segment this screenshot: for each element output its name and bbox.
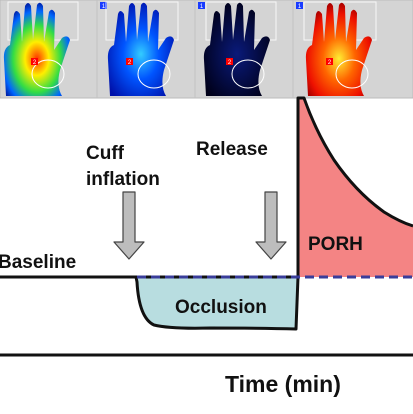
thermal-panel-1: 2 — [3, 1, 79, 97]
marker-2-label: 2 — [328, 60, 332, 66]
marker-2-label: 2 — [128, 60, 132, 66]
thermal-image-strip: 2 1 2 1 2 1 — [0, 0, 413, 99]
panel-index-label: 1 — [200, 4, 204, 10]
panel-index-box — [100, 2, 107, 9]
porh-curve-outline — [296, 96, 413, 277]
hand-thermal-shape — [305, 2, 372, 97]
roi-circle — [335, 59, 369, 89]
panel-index-label: 1 — [102, 4, 106, 10]
hand-thermal-shape — [107, 2, 174, 97]
occlusion-label: Occlusion — [175, 297, 267, 318]
panel-index-label: 1 — [298, 4, 302, 10]
hand-thermal-shape — [203, 2, 270, 97]
cuff-inflation-arrow — [113, 191, 145, 260]
marker-2-box — [326, 58, 333, 65]
thermal-panel-2: 1 2 — [100, 1, 179, 97]
time-axis-label: Time (min) — [225, 371, 341, 397]
roi-circle — [31, 59, 65, 89]
cuff-label: Cuff — [86, 143, 125, 164]
panel-index-box — [296, 2, 303, 9]
marker-2-label: 2 — [33, 60, 37, 66]
thermal-panel-3: 1 2 — [198, 1, 277, 97]
thermal-panel-4: 1 2 — [296, 1, 377, 97]
inflation-label: inflation — [86, 169, 160, 190]
occlusion-region — [134, 275, 300, 331]
roi-circle — [231, 59, 265, 89]
marker-2-label: 2 — [228, 60, 232, 66]
release-label: Release — [196, 139, 268, 160]
baseline-label: Baseline — [0, 252, 76, 273]
thermal-strip-border — [0, 0, 413, 99]
marker-2-box — [126, 58, 133, 65]
roi-circle — [137, 59, 171, 89]
hand-thermal-shape — [3, 2, 70, 97]
panel-index-box — [198, 2, 205, 9]
marker-2-box — [31, 58, 38, 65]
porh-label: PORH — [308, 234, 363, 255]
release-arrow — [255, 191, 287, 260]
marker-2-box — [226, 58, 233, 65]
